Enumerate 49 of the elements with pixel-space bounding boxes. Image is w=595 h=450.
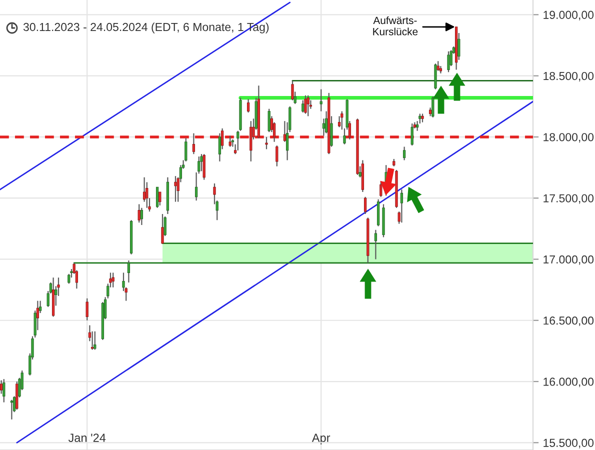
candlestick xyxy=(158,191,162,206)
candlestick xyxy=(246,98,250,114)
candlestick xyxy=(400,188,404,224)
y-tick-label: 19.000,00 xyxy=(544,10,594,20)
candlestick xyxy=(432,96,434,118)
candlestick xyxy=(374,229,378,260)
candlestick xyxy=(380,180,382,198)
y-tick-label: 18.500,00 xyxy=(544,72,594,82)
candlestick xyxy=(164,216,166,237)
candlestick xyxy=(330,116,333,148)
candlestick xyxy=(276,144,278,167)
candlestick xyxy=(68,273,70,284)
candlestick xyxy=(174,176,177,202)
candlestick xyxy=(2,378,6,403)
x-tick-label: Jan '24 xyxy=(68,434,106,442)
candlestick xyxy=(302,100,304,114)
annotation: Aufwärts- Kurslücke xyxy=(373,16,418,36)
candlestick xyxy=(304,94,307,114)
candlestick xyxy=(112,272,114,288)
candlestick xyxy=(202,154,206,180)
candlestick xyxy=(127,260,130,284)
candlestick xyxy=(447,50,450,73)
candlestick xyxy=(306,94,310,117)
candlestick xyxy=(458,32,460,60)
candlestick xyxy=(218,132,222,162)
candlestick xyxy=(138,204,140,224)
y-tick-label: 18.000,00 xyxy=(544,133,594,143)
candlestick xyxy=(268,108,270,133)
x-tick-label: Apr xyxy=(312,434,330,444)
candlestick xyxy=(86,298,88,321)
candlestick xyxy=(161,213,164,244)
candlestick xyxy=(410,122,414,146)
candlestick xyxy=(94,330,96,350)
y-tick-label: 15.500,00 xyxy=(544,438,594,448)
candlestick xyxy=(324,110,328,134)
candlestick xyxy=(402,146,406,161)
y-tick-label: 16.500,00 xyxy=(544,316,594,326)
candlestick xyxy=(320,88,322,112)
candlestick xyxy=(156,186,159,208)
candlestick xyxy=(291,80,294,101)
candlestick xyxy=(364,196,367,215)
y-tick-label: 17.500,00 xyxy=(544,194,594,204)
y-tick-label: 16.000,00 xyxy=(544,378,594,388)
candlestick xyxy=(146,182,148,208)
candlestick xyxy=(140,207,144,226)
y-tick-label: 17.000,00 xyxy=(544,255,594,265)
candlestick xyxy=(338,116,341,128)
candlestick xyxy=(265,136,268,150)
candlestick xyxy=(376,198,380,227)
